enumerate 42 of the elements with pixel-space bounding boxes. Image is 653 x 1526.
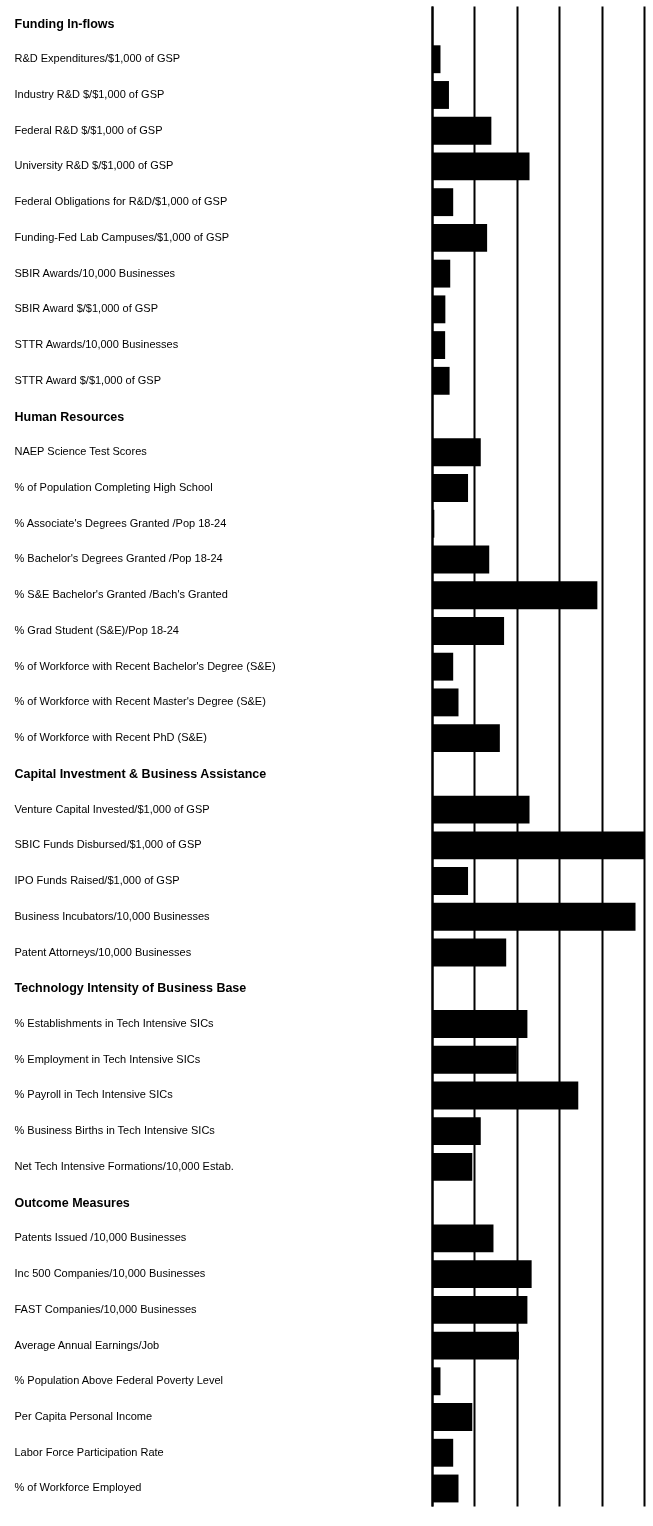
y-tick-label: SBIC Funds Disbursed/$1,000 of GSP bbox=[14, 838, 202, 851]
y-tick-label: R&D Expenditures/$1,000 of GSP bbox=[14, 52, 181, 65]
y-tick-label: % Business Births in Tech Intensive SICs bbox=[14, 1124, 216, 1137]
y-tick-label: Industry R&D $/$1,000 of GSP bbox=[14, 87, 165, 100]
y-tick-label: % Grad Student (S&E)/Pop 18-24 bbox=[14, 623, 179, 636]
y-tick-label: % of Workforce Employed bbox=[14, 1481, 142, 1494]
y-tick-label: % Establishments in Tech Intensive SICs bbox=[14, 1016, 215, 1029]
y-tick-label: % of Population Completing High School bbox=[14, 481, 213, 494]
y-tick-label: % of Workforce with Recent Master's Degree (S&E) bbox=[14, 695, 266, 708]
y-tick-label: % Bachelor's Degrees Granted /Pop 18-24 bbox=[14, 552, 223, 565]
y-tick-label: Human Resources bbox=[14, 409, 125, 424]
y-tick-label: FAST Companies/10,000 Businesses bbox=[14, 1302, 198, 1315]
y-tick-label: NAEP Science Test Scores bbox=[14, 445, 148, 458]
y-tick-label: % of Workforce with Recent Bachelor's Degree (S&E) bbox=[14, 659, 276, 672]
y-tick-label: IPO Funds Raised/$1,000 of GSP bbox=[14, 874, 180, 887]
y-tick-label: % of Workforce with Recent PhD (S&E) bbox=[14, 731, 207, 744]
y-tick-label: Per Capita Personal Income bbox=[14, 1410, 153, 1423]
y-tick-label: % Payroll in Tech Intensive SICs bbox=[14, 1088, 174, 1101]
y-tick-label: STTR Awards/10,000 Businesses bbox=[14, 338, 179, 351]
y-tick-label: Net Tech Intensive Formations/10,000 Estab. bbox=[14, 1159, 234, 1172]
y-tick-label: Patent Attorneys/10,000 Businesses bbox=[14, 945, 192, 958]
y-tick-label: Inc 500 Companies/10,000 Businesses bbox=[14, 1267, 206, 1280]
y-tick-label: Funding In-flows bbox=[14, 16, 115, 31]
y-tick-label: Venture Capital Invested/$1,000 of GSP bbox=[14, 802, 210, 815]
y-tick-label: % Associate's Degrees Granted /Pop 18-24 bbox=[14, 516, 227, 529]
y-tick-label: Labor Force Participation Rate bbox=[14, 1445, 164, 1458]
y-tick-label: Technology Intensity of Business Base bbox=[14, 981, 247, 996]
y-tick-label: % S&E Bachelor's Granted /Bach's Granted bbox=[14, 588, 228, 601]
y-tick-label: University R&D $/$1,000 of GSP bbox=[14, 159, 174, 172]
y-tick-label: % Population Above Federal Poverty Level bbox=[14, 1374, 224, 1387]
y-tick-label: STTR Award $/$1,000 of GSP bbox=[14, 373, 162, 386]
y-tick-label: Funding-Fed Lab Campuses/$1,000 of GSP bbox=[14, 230, 230, 243]
y-tick-label: Business Incubators/10,000 Businesses bbox=[14, 909, 211, 922]
y-tick-label: Capital Investment & Business Assistance bbox=[14, 766, 267, 781]
y-tick-label: Federal Obligations for R&D/$1,000 of GSP bbox=[14, 195, 228, 208]
y-tick-label: % Employment in Tech Intensive SICs bbox=[14, 1052, 201, 1065]
y-tick-label: Patents Issued /10,000 Businesses bbox=[14, 1231, 187, 1244]
y-tick-label: SBIR Awards/10,000 Businesses bbox=[14, 266, 176, 279]
y-tick-label: Outcome Measures bbox=[14, 1195, 130, 1210]
y-tick-label: Federal R&D $/$1,000 of GSP bbox=[14, 123, 163, 136]
y-tick-label: Average Annual Earnings/Job bbox=[14, 1338, 160, 1351]
y-tick-label: SBIR Award $/$1,000 of GSP bbox=[14, 302, 158, 315]
